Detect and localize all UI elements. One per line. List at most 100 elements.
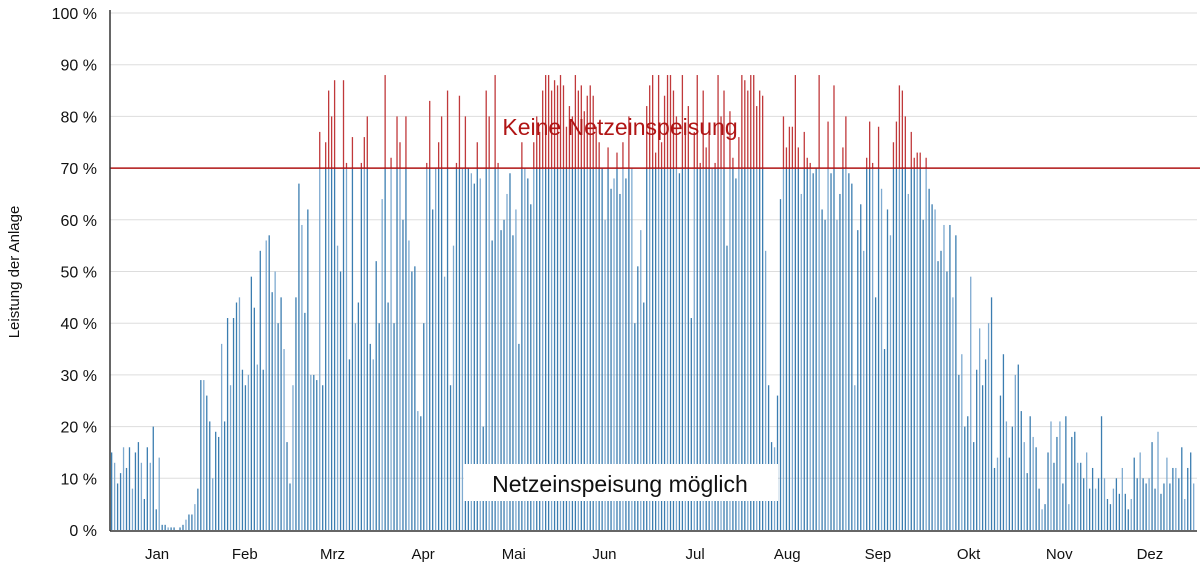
bar-day bbox=[536, 168, 538, 530]
bar-day bbox=[1127, 509, 1129, 530]
bar-day bbox=[512, 235, 514, 530]
bar-day bbox=[565, 168, 568, 530]
bar-day bbox=[1190, 452, 1192, 530]
bar-day bbox=[539, 168, 541, 530]
bar-day-above-threshold bbox=[598, 142, 600, 169]
bar-day bbox=[399, 168, 401, 530]
bar-day-above-threshold bbox=[539, 131, 541, 169]
bar-day bbox=[437, 168, 440, 530]
bar-day bbox=[503, 219, 505, 531]
bar-day bbox=[598, 168, 600, 530]
bar-day bbox=[241, 369, 244, 530]
bar-day bbox=[622, 168, 624, 530]
bar-day bbox=[571, 168, 574, 530]
bar-day bbox=[215, 431, 217, 530]
bar-day bbox=[934, 209, 936, 530]
month-label: Aug bbox=[774, 546, 801, 563]
bar-day bbox=[738, 168, 740, 530]
bar-day bbox=[720, 168, 722, 530]
bar-day bbox=[806, 168, 808, 530]
bar-day bbox=[910, 168, 912, 530]
bar-day-above-threshold bbox=[565, 126, 568, 169]
y-axis-label: Leistung der Anlage bbox=[6, 206, 23, 339]
bar-day bbox=[949, 224, 951, 530]
bar-day-above-threshold bbox=[747, 90, 749, 169]
bar-day bbox=[527, 178, 529, 530]
bar-day bbox=[640, 230, 642, 530]
bar-day bbox=[925, 168, 927, 530]
bar-day-above-threshold bbox=[429, 100, 431, 169]
bar-day-above-threshold bbox=[351, 137, 354, 169]
bar-day bbox=[1065, 416, 1067, 530]
bar-day bbox=[556, 168, 559, 530]
bar-day-above-threshold bbox=[714, 162, 716, 169]
bar-day bbox=[637, 266, 639, 530]
bar-day bbox=[877, 168, 880, 530]
bar-day bbox=[446, 168, 449, 530]
bar-day bbox=[467, 168, 470, 530]
bar-day bbox=[128, 447, 131, 530]
bar-day bbox=[387, 302, 389, 530]
bar-day bbox=[589, 168, 591, 530]
bar-day-above-threshold bbox=[628, 116, 630, 169]
bar-day bbox=[1026, 473, 1028, 530]
bar-day bbox=[375, 261, 377, 530]
bar-day-above-threshold bbox=[663, 95, 666, 169]
bar-day bbox=[1151, 442, 1153, 530]
bar-day bbox=[328, 168, 330, 530]
bar-day bbox=[1136, 478, 1138, 530]
bar-day bbox=[143, 498, 145, 530]
bar-day bbox=[298, 183, 300, 531]
bar-day bbox=[610, 188, 612, 530]
bar-day bbox=[1017, 364, 1019, 530]
bar-day-above-threshold bbox=[426, 162, 428, 169]
bar-day bbox=[666, 168, 669, 530]
bar-day-above-threshold bbox=[586, 95, 588, 169]
bar-day-above-threshold bbox=[782, 116, 785, 169]
bar-day-above-threshold bbox=[553, 80, 556, 169]
bar-day bbox=[880, 188, 883, 530]
bar-day bbox=[1041, 509, 1043, 530]
bar-day-above-threshold bbox=[738, 137, 740, 169]
bar-day bbox=[1115, 478, 1118, 530]
bar-day bbox=[553, 168, 556, 530]
bar-day bbox=[1184, 498, 1186, 530]
bar-day bbox=[325, 168, 327, 530]
bar-day-above-threshold bbox=[494, 75, 496, 169]
bar-day-above-threshold bbox=[577, 90, 579, 169]
bar-day bbox=[1109, 504, 1112, 530]
bar-day bbox=[378, 323, 380, 530]
bar-day bbox=[396, 168, 398, 530]
bar-day bbox=[458, 168, 461, 530]
bar-day bbox=[839, 193, 841, 530]
bar-day bbox=[357, 302, 360, 530]
bar-day bbox=[821, 209, 823, 530]
bar-day bbox=[759, 168, 761, 530]
bar-day bbox=[568, 168, 571, 530]
bar-day bbox=[271, 292, 273, 530]
bar-day bbox=[220, 343, 223, 530]
bar-day bbox=[1121, 467, 1123, 530]
bar-day bbox=[191, 514, 193, 530]
bar-day bbox=[146, 447, 148, 530]
bar-day bbox=[848, 173, 850, 530]
bar-day bbox=[1014, 374, 1016, 530]
bar-day bbox=[886, 209, 889, 530]
month-label: Okt bbox=[957, 546, 981, 563]
bar-day bbox=[999, 395, 1002, 530]
bar-day-above-threshold bbox=[464, 116, 467, 169]
y-tick-label: 80 % bbox=[61, 109, 97, 126]
bar-day bbox=[134, 452, 137, 530]
bar-day-above-threshold bbox=[396, 116, 398, 169]
bar-day bbox=[601, 168, 603, 530]
bar-day bbox=[708, 168, 710, 530]
bar-day bbox=[372, 359, 374, 530]
bar-day bbox=[533, 168, 535, 530]
bar-day bbox=[577, 168, 579, 530]
bar-day-above-threshold bbox=[720, 116, 722, 169]
bar-day bbox=[542, 168, 544, 530]
bar-day bbox=[803, 168, 805, 530]
bar-day bbox=[229, 385, 232, 530]
bar-day-above-threshold bbox=[390, 157, 392, 169]
bar-day bbox=[262, 369, 264, 530]
